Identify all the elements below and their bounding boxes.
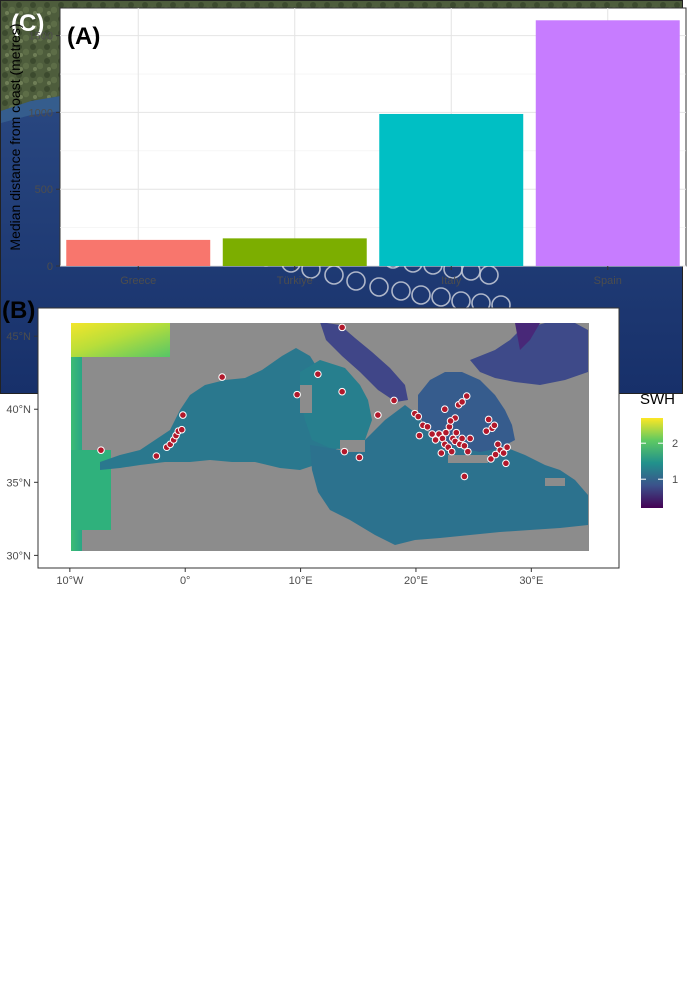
panel-label-b: (B) — [2, 297, 35, 324]
panel-label-c: (C) — [11, 10, 44, 37]
farm-site-point — [97, 446, 105, 454]
x-tick-label: Spain — [594, 275, 622, 287]
farm-site-point — [460, 472, 469, 481]
farm-site-point — [447, 447, 456, 456]
x-tick-label: Italy — [441, 275, 462, 287]
y-tick-label: 1000 — [29, 107, 53, 119]
panel-label-a: (A) — [67, 23, 100, 50]
farm-site-point — [484, 415, 493, 424]
y-axis-label: Median distance from coast (metres) — [7, 23, 23, 250]
farm-site-point — [415, 431, 424, 440]
farm-site-point — [340, 447, 349, 456]
farm-site-point — [355, 453, 364, 462]
farm-site-point — [491, 450, 500, 459]
colorbar-ticks: 12 — [641, 438, 678, 486]
farm-site-point — [314, 370, 322, 378]
fish-cage-ring — [346, 271, 366, 291]
farm-site-point — [502, 459, 510, 468]
farm-site-point — [458, 434, 466, 443]
lon-tick-label: 20°E — [404, 575, 428, 587]
farm-site-point — [338, 387, 346, 396]
farm-site-point — [414, 412, 423, 421]
western-mediterranean — [100, 348, 355, 470]
y-tick-label: 0 — [47, 261, 53, 273]
lon-tick-label: 30°E — [519, 575, 543, 587]
bar-spain — [535, 20, 680, 266]
lat-tick-label: 40°N — [6, 404, 31, 416]
farm-site-point — [437, 449, 446, 457]
farm-site-point — [452, 428, 461, 437]
lon-tick-label: 0° — [180, 575, 191, 587]
panel-b-map: 10°W 0° 10°E 20°E 30°E 30°N 35°N 40°N 45°N SWH 1… — [0, 294, 693, 594]
farm-site-point — [293, 390, 301, 399]
colorbar-tick-label: 2 — [672, 438, 678, 450]
bar-italy — [379, 113, 524, 266]
farm-site-point — [482, 427, 491, 435]
lat-tick-label: 45°N — [6, 331, 31, 343]
bars-group — [66, 20, 680, 266]
fish-cage-ring — [391, 281, 411, 301]
farm-site-point — [218, 373, 226, 381]
eastern-mediterranean — [310, 405, 588, 545]
farm-site-point — [338, 323, 346, 332]
farm-site-point — [179, 411, 187, 419]
island-crete — [448, 455, 488, 463]
legend-title: SWH — [640, 391, 675, 408]
island-sardinia — [300, 385, 312, 413]
farm-site-point — [442, 428, 450, 437]
lon-tick-label: 10°E — [289, 575, 313, 587]
atlantic-region — [71, 323, 82, 551]
panel-a-bar-chart: 0 500 1000 1500 Greece Türkiye Italy Spain (A)… — [0, 0, 693, 300]
island-cyprus — [545, 478, 565, 486]
fish-cage-ring — [411, 285, 431, 305]
bar-chart-svg: 0 500 1000 1500 Greece Türkiye Italy Spain (A)… — [7, 7, 687, 287]
lat-tick-label: 30°N — [6, 550, 31, 562]
lon-tick-label: 10°W — [56, 575, 84, 587]
y-tick-label: 500 — [35, 184, 53, 196]
farm-site-point — [431, 436, 440, 444]
fish-cage-ring — [369, 277, 389, 297]
farm-site-point — [390, 396, 398, 405]
farm-site-point — [152, 452, 161, 460]
sea-state-raster — [71, 323, 589, 551]
farm-site-point — [374, 411, 382, 419]
farm-site-point — [499, 449, 508, 457]
farm-site-point — [490, 421, 499, 430]
bar-türkiye — [222, 238, 367, 266]
tyrrhenian-sea — [300, 360, 372, 450]
farm-site-point — [458, 398, 466, 406]
colorbar-tick-label: 1 — [672, 474, 678, 486]
adriatic-sea — [320, 323, 408, 402]
x-tick-label: Greece — [120, 275, 156, 287]
black-sea-north — [515, 323, 540, 350]
x-tick-label: Türkiye — [277, 275, 313, 287]
map-axis-labels: 10°W 0° 10°E 20°E 30°E 30°N 35°N 40°N 45°N — [6, 331, 543, 587]
farm-site-point — [503, 443, 511, 452]
fish-cage-ring — [431, 287, 451, 307]
bar-greece — [66, 239, 211, 266]
farm-site-point — [446, 417, 455, 425]
farm-sites — [97, 323, 511, 481]
y-tick-labels: 0 500 1000 1500 — [29, 31, 60, 273]
map-svg: 10°W 0° 10°E 20°E 30°E 30°N 35°N 40°N 45°N SWH 1… — [2, 297, 678, 587]
farm-site-point — [460, 441, 469, 450]
y-tick-label: 1500 — [29, 31, 53, 43]
farm-site-point — [487, 455, 495, 463]
black-sea — [470, 323, 588, 385]
farm-site-point — [466, 434, 474, 443]
farm-site-point — [464, 447, 472, 456]
x-tick-labels: Greece Türkiye Italy Spain — [120, 266, 622, 287]
lat-tick-label: 35°N — [6, 477, 31, 489]
farm-site-point — [462, 392, 471, 400]
colorbar — [641, 418, 663, 508]
farm-site-point — [440, 405, 449, 414]
farm-site-point — [423, 422, 432, 431]
bay-of-biscay-region — [71, 323, 170, 357]
farm-site-point — [177, 425, 186, 434]
